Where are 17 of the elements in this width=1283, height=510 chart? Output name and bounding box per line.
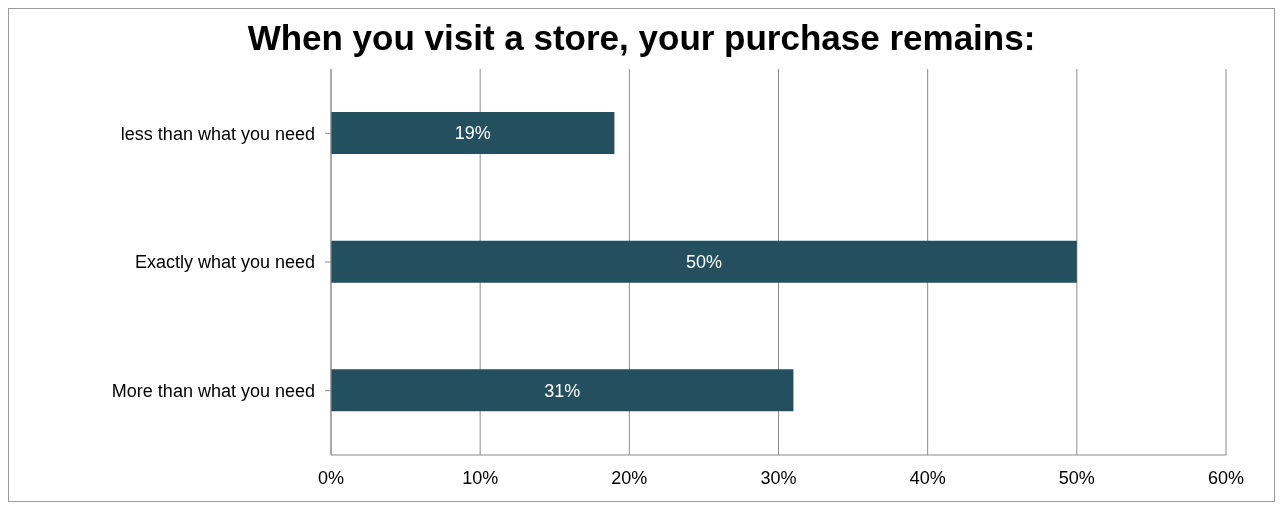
x-tick-label: 0%	[317, 467, 345, 488]
bar	[331, 240, 1077, 283]
x-tick-label: 40%	[909, 467, 946, 488]
data-label: 19%	[454, 123, 491, 144]
chart-title: When you visit a store, your purchase remains:	[246, 17, 1037, 59]
data-label: 31%	[544, 380, 581, 401]
y-tick-label: Exactly what you need	[134, 252, 315, 273]
data-label: 50%	[685, 252, 722, 273]
x-tick-label: 30%	[760, 467, 797, 488]
y-tick-label: More than what you need	[111, 381, 315, 402]
x-tick-label: 20%	[611, 467, 648, 488]
y-tick-label: less than what you need	[120, 123, 315, 144]
x-tick-label: 50%	[1058, 467, 1095, 488]
bar	[331, 112, 615, 154]
bar	[331, 369, 794, 412]
x-tick-label: 60%	[1207, 467, 1245, 488]
x-tick-label: 10%	[462, 467, 499, 488]
